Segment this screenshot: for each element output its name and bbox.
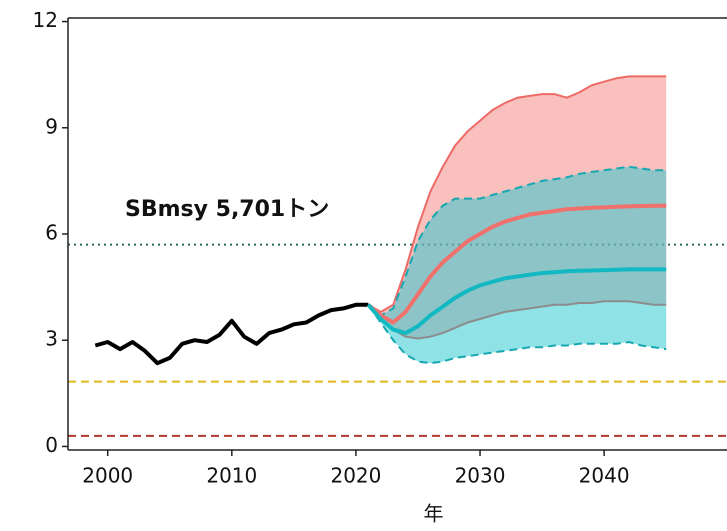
x-axis-label: 年 bbox=[424, 502, 444, 526]
y-tick-label: 6 bbox=[45, 221, 58, 245]
band-lower-edge bbox=[367, 304, 667, 365]
annotation: SBmsy 5,701トン bbox=[125, 197, 329, 222]
y-tick-label: 12 bbox=[33, 8, 58, 32]
x-tick-label: 2040 bbox=[579, 464, 630, 488]
x-tick-label: 2030 bbox=[455, 464, 506, 488]
band-upper-edge bbox=[367, 165, 667, 317]
y-tick-label: 0 bbox=[45, 433, 58, 457]
band-lower-edge bbox=[367, 300, 667, 340]
x-tick-label: 2020 bbox=[330, 464, 381, 488]
y-tick-label: 9 bbox=[45, 114, 58, 138]
data-line bbox=[366, 267, 667, 336]
x-tick-label: 2010 bbox=[206, 464, 257, 488]
data-line bbox=[94, 302, 369, 366]
y-tick-label: 3 bbox=[45, 327, 58, 351]
data-line bbox=[367, 203, 667, 325]
x-tick-label: 2000 bbox=[82, 464, 133, 488]
band bbox=[368, 166, 667, 364]
band-upper-edge bbox=[367, 75, 667, 314]
